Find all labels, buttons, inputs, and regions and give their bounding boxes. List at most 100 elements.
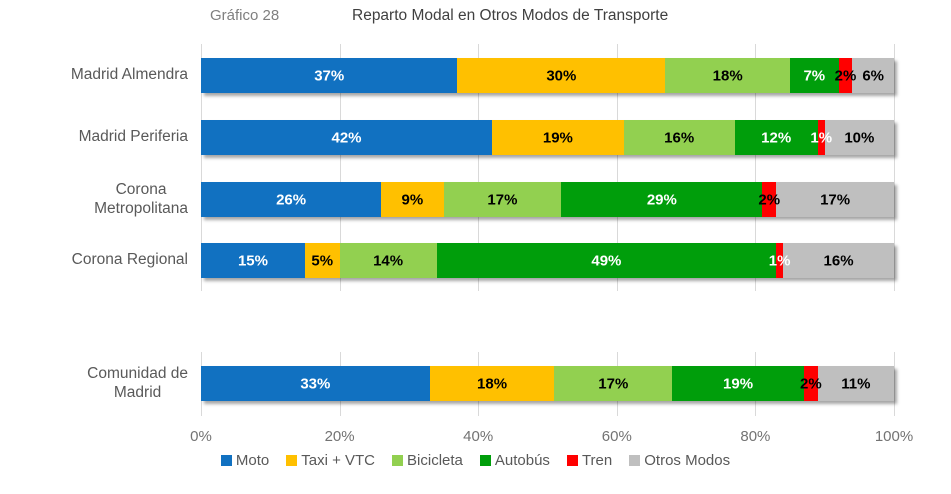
bar-segment-label: 6% (862, 67, 885, 84)
bar-segment-otrosmodos: 10% (824, 120, 894, 155)
bar-segment-bicicleta: 14% (339, 243, 437, 278)
x-tick-label: 20% (324, 428, 355, 445)
gridline (894, 352, 895, 416)
category-label-row: Madrid Periferia (0, 120, 188, 155)
category-label: Corona Metropolitana (94, 181, 188, 217)
legend: Moto Taxi + VTC Bicicleta Autobús Tren Otros … (0, 450, 951, 470)
bar-segment-label: 18% (712, 67, 743, 84)
bar-row: 33% 18% 17% 19% 2% 11% (201, 366, 894, 401)
bar-segment-tren: 2% (800, 366, 822, 401)
legend-label: Autobús (494, 451, 550, 469)
bar-segment-label: 18% (477, 375, 508, 392)
bar-segment-label: 10% (844, 129, 875, 146)
bar-segment-label: 2% (799, 375, 822, 392)
bar-segment-autobus: 19% (672, 366, 804, 401)
bar-row: 42% 19% 16% 12% 1% 10% (201, 120, 894, 155)
bar-segment-autobus: 12% (734, 120, 818, 155)
bar-segment-label: 17% (487, 191, 518, 208)
bar-segment-otrosmodos: 11% (817, 366, 894, 401)
legend-swatch-otrosmodos (629, 454, 641, 466)
bar-segment-label: 1% (768, 252, 791, 269)
category-label: Corona Regional (71, 251, 188, 269)
category-label-row: Madrid Almendra (0, 58, 188, 93)
bar-segment-tren: 1% (769, 243, 790, 278)
legend-label: Otros Modos (644, 451, 731, 469)
gridline (616, 44, 618, 291)
bar-segment-taxivtc: 19% (492, 120, 624, 155)
bar-segment-bicicleta: 17% (443, 182, 562, 217)
bar-segment-label: 14% (373, 252, 404, 269)
bar-segment-autobus: 49% (436, 243, 777, 278)
x-tick-label: 80% (740, 428, 771, 445)
bar-segment-autobus: 29% (561, 182, 763, 217)
legend-item-tren: Tren (566, 451, 613, 469)
bar-segment-moto: 42% (201, 120, 493, 155)
legend-swatch-tren (566, 454, 578, 466)
bar-segment-otrosmodos: 6% (852, 58, 894, 93)
bar-segment-label: 12% (761, 129, 792, 146)
bar-segment-label: 7% (803, 67, 826, 84)
legend-item-moto: Moto (220, 452, 269, 469)
bar-segment-otrosmodos: 17% (776, 182, 894, 217)
category-label-row: Corona Regional (0, 243, 188, 278)
legend-item-otrosmodos: Otros Modos (629, 452, 730, 469)
legend-swatch-moto (220, 454, 232, 466)
bar-segment-label: 26% (276, 191, 307, 208)
bar-segment-moto: 37% (201, 58, 458, 93)
gridline (478, 44, 480, 291)
bar-segment-otrosmodos: 16% (783, 243, 894, 278)
gridline (755, 44, 757, 291)
bar-segment-label: 16% (823, 252, 854, 269)
bar-segment-label: 17% (820, 191, 851, 208)
legend-item-taxivtc: Taxi + VTC (286, 452, 375, 469)
x-tick-label: 0% (190, 428, 212, 445)
category-label: Madrid Periferia (78, 128, 188, 146)
gridline (339, 44, 341, 291)
bar-segment-label: 49% (591, 252, 622, 269)
bar-segment-label: 19% (723, 375, 754, 392)
x-tick-label: 60% (601, 428, 632, 445)
bar-segment-moto: 15% (201, 243, 305, 278)
legend-swatch-bicicleta (392, 454, 404, 466)
legend-item-bicicleta: Bicicleta (392, 452, 463, 469)
chart-number-label: Gráfico 28 (210, 7, 280, 24)
chart-title: Reparto Modal en Otros Modos de Transpor… (352, 7, 669, 24)
bar-segment-tren: 1% (810, 120, 832, 155)
x-tick-label: 40% (463, 428, 494, 445)
category-label: Comunidad de Madrid (87, 365, 188, 401)
bar-segment-autobus: 7% (790, 58, 839, 93)
bar-segment-moto: 33% (201, 366, 430, 401)
bar-segment-label: 11% (841, 375, 871, 392)
legend-label: Taxi + VTC (301, 451, 376, 469)
bar-segment-taxivtc: 30% (457, 58, 666, 93)
category-label-row: Comunidad de Madrid (0, 365, 188, 401)
bar-segment-bicicleta: 16% (623, 120, 735, 155)
bar-segment-label: 15% (237, 252, 268, 269)
bar-segment-label: 1% (810, 129, 833, 146)
bar-segment-tren: 2% (835, 58, 856, 93)
bar-segment-taxivtc: 18% (429, 366, 555, 401)
bar-segment-label: 29% (646, 191, 677, 208)
bar-segment-label: 16% (664, 129, 695, 146)
bar-segment-label: 5% (311, 252, 334, 269)
bar-row: 15% 5% 14% 49% 1% 16% (201, 243, 894, 278)
bar-segment-taxivtc: 9% (381, 182, 444, 217)
bar-segment-bicicleta: 17% (554, 366, 673, 401)
x-tick-label: 100% (874, 428, 914, 445)
bar-segment-taxivtc: 5% (304, 243, 340, 278)
legend-label: Tren (581, 451, 613, 469)
gridline (894, 44, 895, 291)
gridline (201, 44, 202, 291)
bar-segment-label: 2% (758, 191, 781, 208)
legend-swatch-taxivtc (286, 454, 298, 466)
bar-segment-moto: 26% (201, 182, 382, 217)
legend-label: Bicicleta (407, 451, 463, 469)
category-label: Madrid Almendra (70, 66, 188, 84)
bar-segment-label: 2% (834, 67, 857, 84)
bar-segment-label: 19% (542, 129, 573, 146)
bar-row: 26% 9% 17% 29% 2% 17% (201, 182, 894, 217)
bar-segment-label: 33% (300, 375, 331, 392)
legend-swatch-autobus (479, 454, 491, 466)
category-label-row: Corona Metropolitana (0, 181, 188, 217)
